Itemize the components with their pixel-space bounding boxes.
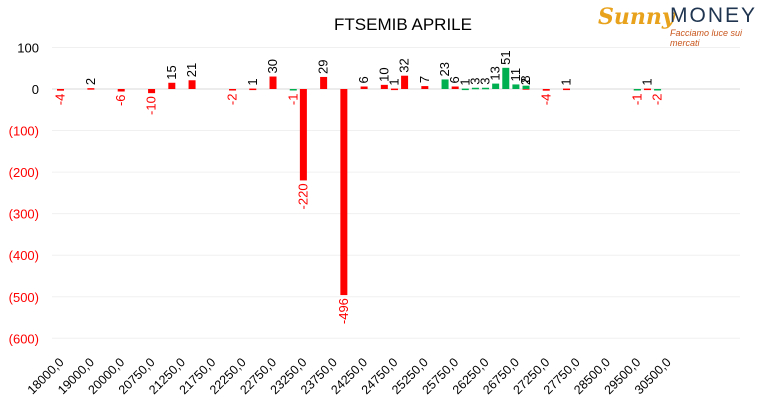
bar-red — [563, 88, 570, 91]
data-label: 13 — [488, 66, 503, 80]
bar-red — [421, 86, 429, 89]
bar-red — [401, 75, 409, 89]
bar-red — [299, 89, 307, 181]
data-label: -220 — [295, 183, 310, 209]
logo-sunny-text: Sunny — [598, 4, 675, 30]
bar-red — [340, 89, 348, 296]
data-label: -2 — [225, 94, 240, 106]
bar-red — [188, 80, 196, 89]
bar-red — [360, 86, 368, 89]
bar-red — [117, 89, 125, 92]
bar-red — [451, 86, 459, 89]
data-label: 3 — [467, 78, 482, 85]
bar-green — [492, 83, 500, 89]
bar-red — [229, 89, 237, 91]
data-label: -4 — [538, 94, 553, 106]
data-label: 51 — [498, 50, 513, 64]
y-tick-label: (600) — [9, 331, 39, 346]
bar-green — [502, 67, 510, 89]
data-label: 23 — [437, 62, 452, 76]
bar-green — [471, 87, 479, 90]
bar-green — [461, 88, 469, 91]
data-label: 2 — [83, 78, 98, 85]
data-label: 1 — [559, 78, 574, 85]
data-label: 3 — [478, 78, 493, 85]
logo-money-text: MONEY — [670, 4, 758, 27]
data-label: 1 — [639, 78, 654, 85]
bar-green — [482, 87, 490, 90]
data-label: 6 — [356, 76, 371, 83]
bar-red — [643, 88, 651, 91]
gridlines — [52, 46, 740, 339]
data-label: 1 — [245, 78, 260, 85]
chart-title: FTSEMIB APRILE — [334, 15, 472, 34]
data-label: -6 — [113, 94, 128, 106]
data-label: 30 — [265, 59, 280, 73]
data-label: 8 — [518, 75, 533, 82]
data-label: -1 — [285, 94, 300, 106]
data-label: 15 — [164, 65, 179, 79]
data-label: -496 — [336, 298, 351, 324]
bar-red — [390, 88, 398, 91]
data-label: 32 — [397, 58, 412, 72]
data-label: -4 — [53, 94, 68, 106]
bar-red — [87, 88, 95, 90]
bars — [57, 67, 662, 296]
y-tick-label: (400) — [9, 248, 39, 263]
x-axis: 18000,019000,020000,020750,021250,021750… — [25, 355, 674, 397]
data-label: 11 — [508, 68, 523, 82]
y-tick-label: (500) — [9, 290, 39, 305]
bar-green — [289, 89, 297, 91]
bar-green — [512, 84, 520, 89]
data-label: 6 — [447, 76, 462, 83]
logo-tagline: Facciamo luce sui mercati — [670, 28, 743, 48]
data-label: 7 — [417, 76, 432, 83]
bar-red — [269, 76, 277, 89]
bar-green — [654, 89, 662, 91]
data-label: 2 — [518, 78, 533, 85]
bar-red — [168, 82, 176, 89]
bar-red — [542, 89, 550, 91]
bar-red — [57, 89, 64, 91]
data-label: 1 — [457, 78, 472, 85]
bar-red — [249, 88, 257, 91]
bar-green — [441, 79, 449, 89]
sunny-money-logo: Sunny MONEY Facciamo luce sui mercati — [596, 4, 774, 48]
y-tick-label: 100 — [17, 40, 39, 55]
y-tick-label: (100) — [9, 124, 39, 139]
data-label: -1 — [629, 94, 644, 106]
data-label: -10 — [144, 96, 159, 115]
y-axis: 100 0 (100) (200) (300) (400) (500) (600) — [9, 40, 39, 346]
data-label: 1 — [386, 78, 401, 85]
bar-red — [148, 89, 156, 94]
data-label: -1 — [629, 94, 644, 106]
data-label: -2 — [650, 94, 665, 106]
data-label: 29 — [316, 59, 331, 73]
bar-green — [633, 89, 641, 91]
data-label: 21 — [184, 63, 199, 77]
y-tick-label: (200) — [9, 165, 39, 180]
bar-red — [320, 76, 328, 89]
bar-red — [380, 84, 388, 89]
y-tick-label: (300) — [9, 207, 39, 222]
data-label: 10 — [376, 67, 391, 81]
bar-green — [522, 85, 530, 89]
y-tick-label: 0 — [32, 82, 39, 97]
